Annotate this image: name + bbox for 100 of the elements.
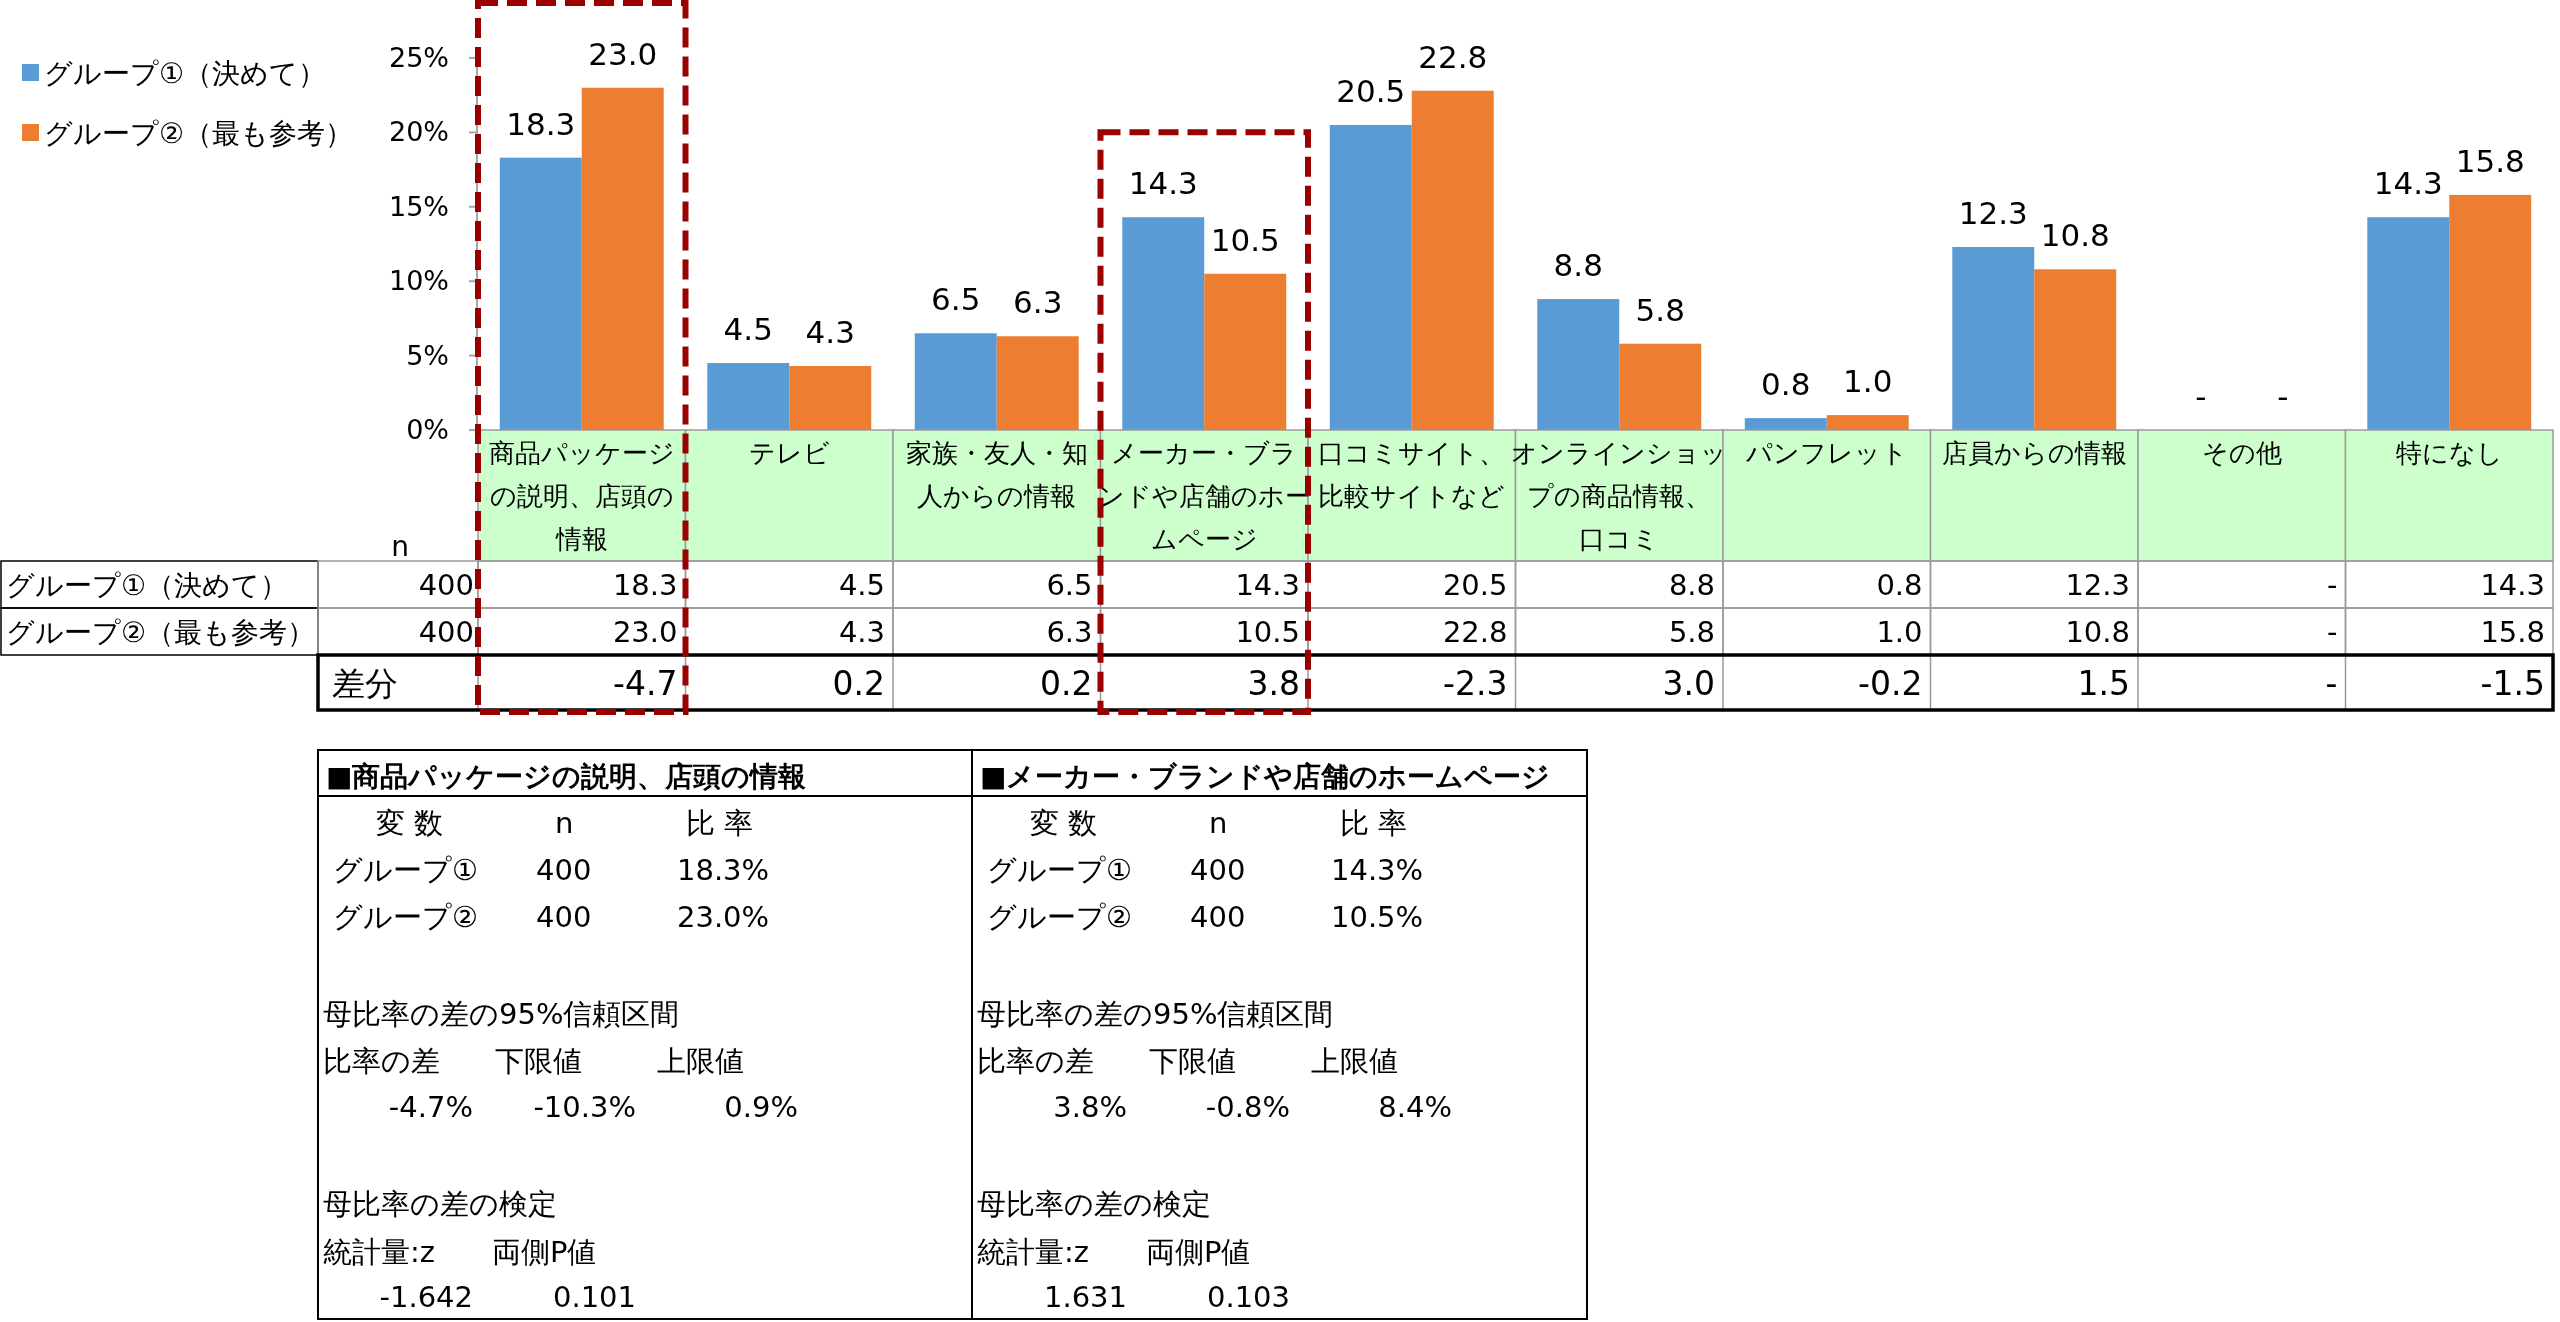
text: 20.5 bbox=[1442, 567, 1508, 602]
text: 12.3 bbox=[2065, 567, 2130, 602]
category-label: その他 bbox=[2201, 438, 2282, 468]
text: グループ①（決めて） bbox=[6, 568, 289, 602]
text: 変 数 bbox=[376, 806, 444, 840]
text: グループ① bbox=[333, 853, 478, 887]
text: 3.0 bbox=[1662, 663, 1715, 703]
text: グループ②（最も参考） bbox=[6, 615, 316, 649]
bar bbox=[1826, 415, 1909, 430]
category-label: 特になし bbox=[2395, 438, 2503, 468]
text: ■商品パッケージの説明、店頭の情報 bbox=[326, 760, 807, 793]
category-label: 家族・友人・知人からの情報 bbox=[905, 438, 1088, 511]
bar bbox=[1619, 343, 1702, 430]
text: 両側P値 bbox=[1146, 1235, 1251, 1269]
text: 統計量:z bbox=[323, 1235, 435, 1269]
text: 10.5% bbox=[1331, 900, 1424, 934]
text: -0.2 bbox=[1858, 663, 1923, 703]
text: 0.103 bbox=[1206, 1280, 1290, 1314]
y-tick-label: 20% bbox=[388, 116, 449, 148]
text: -0.8% bbox=[1205, 1090, 1290, 1124]
text: 母比率の差の検定 bbox=[323, 1187, 557, 1221]
text: 23.0% bbox=[677, 900, 770, 934]
text: 両側P値 bbox=[492, 1235, 597, 1269]
text: 400 bbox=[418, 567, 474, 602]
text: 400 bbox=[1190, 900, 1246, 934]
text: 5.8 bbox=[1668, 614, 1715, 649]
text: 統計量:z bbox=[977, 1235, 1089, 1269]
text: -1.642 bbox=[379, 1280, 473, 1314]
text: 下限値 bbox=[495, 1044, 582, 1078]
text: 変 数 bbox=[1030, 806, 1098, 840]
text: n bbox=[555, 806, 574, 840]
category-label: パンフレット bbox=[1745, 438, 1908, 468]
text: 6.3 bbox=[1046, 614, 1093, 649]
text: 8.4% bbox=[1378, 1090, 1452, 1124]
text: 0.101 bbox=[552, 1280, 636, 1314]
text: -2.3 bbox=[1443, 663, 1508, 703]
category-label: テレビ bbox=[748, 438, 830, 468]
text: 400 bbox=[536, 853, 592, 887]
text: 14.3 bbox=[1235, 567, 1300, 602]
category-label: オンラインショップの商品情報、口コミ bbox=[1511, 438, 1728, 554]
text: 比 率 bbox=[686, 806, 754, 840]
text: 0.2 bbox=[832, 663, 885, 703]
text: 18.3% bbox=[677, 853, 770, 887]
text: -10.3% bbox=[533, 1090, 636, 1124]
text: 母比率の差の検定 bbox=[977, 1187, 1211, 1221]
text: -4.7 bbox=[613, 663, 678, 703]
text: 1.5 bbox=[2077, 663, 2130, 703]
text: -4.7% bbox=[388, 1090, 473, 1124]
text: 母比率の差の95%信頼区間 bbox=[977, 997, 1334, 1031]
y-tick-label: 15% bbox=[388, 190, 449, 222]
text: 8.8 bbox=[1668, 567, 1715, 602]
text: 1.631 bbox=[1043, 1280, 1127, 1314]
y-tick-label: 10% bbox=[388, 265, 449, 297]
text: 23.0 bbox=[612, 614, 678, 649]
text: 1.0 bbox=[1876, 614, 1923, 649]
text: 上限値 bbox=[1311, 1044, 1398, 1078]
bar bbox=[1744, 418, 1827, 430]
text: グループ① bbox=[987, 853, 1132, 887]
text: 10.8 bbox=[2065, 614, 2130, 649]
text: 10.5 bbox=[1235, 614, 1300, 649]
text: - bbox=[2325, 663, 2338, 703]
text: 15.8 bbox=[2480, 614, 2545, 649]
category-label: 店員からの情報 bbox=[1941, 438, 2127, 468]
text: n bbox=[1209, 806, 1228, 840]
text: - bbox=[2327, 567, 2338, 602]
text: 22.8 bbox=[1442, 614, 1508, 649]
text: 14.3 bbox=[2480, 567, 2545, 602]
text: 4.5 bbox=[838, 567, 885, 602]
text: 0.8 bbox=[1876, 567, 1923, 602]
text: 比率の差 bbox=[977, 1044, 1094, 1078]
text: 6.5 bbox=[1046, 567, 1093, 602]
text: 0.9% bbox=[724, 1090, 798, 1124]
bar bbox=[707, 363, 790, 430]
text: 上限値 bbox=[657, 1044, 744, 1078]
data-labels: 18.3 4.5 6.5 14.3 20.5 8.8 0.8 12.3 - 14.3 23.0 4.3 6.3 10.5 22.8 5.8 1.0 10.8 - 15.8 bbox=[506, 35, 2525, 414]
text: 比 率 bbox=[1340, 806, 1408, 840]
text: 0.2 bbox=[1040, 663, 1093, 703]
text: 3.8% bbox=[1053, 1090, 1127, 1124]
y-tick-label: 5% bbox=[406, 339, 449, 371]
text: グループ② bbox=[987, 900, 1132, 934]
text: 18.3 bbox=[612, 567, 678, 602]
text: -1.5 bbox=[2480, 663, 2545, 703]
text: n bbox=[391, 530, 409, 563]
text: 比率の差 bbox=[323, 1044, 440, 1078]
text: 差分 bbox=[332, 663, 398, 703]
legend-label: グループ②（最も参考） bbox=[44, 117, 354, 150]
text: グループ② bbox=[333, 900, 478, 934]
text: 400 bbox=[418, 614, 474, 649]
text: 4.3 bbox=[838, 614, 885, 649]
text: 下限値 bbox=[1149, 1044, 1236, 1078]
category-label: 商品パッケージの説明、店頭の情報 bbox=[488, 438, 675, 554]
text: - bbox=[2327, 614, 2338, 649]
bar bbox=[789, 366, 872, 430]
text: 400 bbox=[536, 900, 592, 934]
y-tick-label: 25% bbox=[388, 42, 449, 73]
y-tick-label: 0% bbox=[406, 414, 449, 445]
category-label: 口コミサイト、比較サイトなど bbox=[1318, 438, 1506, 511]
text: 14.3% bbox=[1331, 853, 1424, 887]
text: ■メーカー・ブランドや店舗のホームページ bbox=[980, 760, 1551, 793]
legend-label: グループ①（決めて） bbox=[44, 57, 327, 90]
